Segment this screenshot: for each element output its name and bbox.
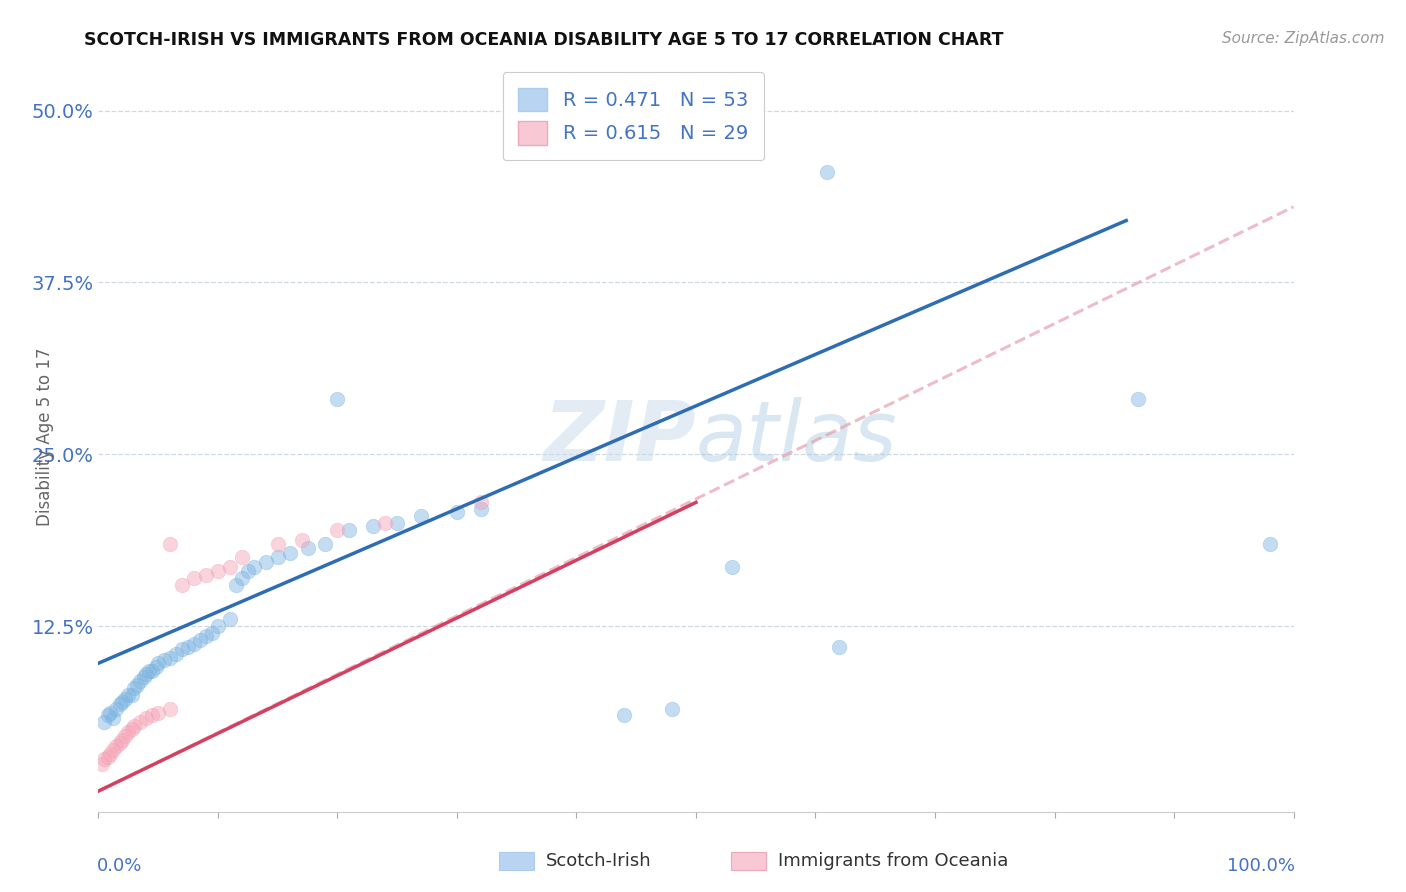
Point bbox=[121, 688, 143, 702]
Point bbox=[267, 550, 290, 565]
Point bbox=[254, 554, 277, 568]
Point bbox=[177, 640, 200, 654]
Point bbox=[219, 612, 242, 626]
Point bbox=[91, 756, 114, 771]
Text: ZIP: ZIP bbox=[543, 397, 696, 477]
Point bbox=[129, 715, 152, 730]
Point bbox=[125, 678, 148, 692]
Point bbox=[326, 523, 349, 537]
Point bbox=[97, 708, 120, 723]
Point bbox=[93, 752, 115, 766]
Point bbox=[195, 568, 218, 582]
Point bbox=[267, 536, 290, 550]
Point bbox=[114, 692, 136, 706]
Point bbox=[207, 564, 229, 578]
Text: Source: ZipAtlas.com: Source: ZipAtlas.com bbox=[1222, 31, 1385, 46]
Point bbox=[291, 533, 314, 547]
Point bbox=[108, 698, 131, 712]
Point bbox=[236, 564, 259, 578]
Point bbox=[207, 619, 229, 633]
Point bbox=[363, 518, 385, 533]
Point bbox=[411, 509, 433, 524]
Point bbox=[159, 536, 181, 550]
Point bbox=[101, 743, 124, 757]
Point bbox=[98, 706, 122, 720]
Legend: R = 0.471   N = 53, R = 0.615   N = 29: R = 0.471 N = 53, R = 0.615 N = 29 bbox=[502, 72, 763, 161]
Point bbox=[183, 571, 205, 585]
Point bbox=[470, 495, 492, 509]
Point bbox=[339, 523, 361, 537]
Point bbox=[201, 626, 224, 640]
Point bbox=[183, 637, 205, 651]
Point bbox=[135, 711, 157, 725]
Text: SCOTCH-IRISH VS IMMIGRANTS FROM OCEANIA DISABILITY AGE 5 TO 17 CORRELATION CHART: SCOTCH-IRISH VS IMMIGRANTS FROM OCEANIA … bbox=[84, 31, 1004, 49]
Point bbox=[148, 706, 170, 720]
Point bbox=[661, 701, 683, 715]
Point bbox=[188, 632, 211, 647]
Point bbox=[231, 550, 253, 565]
Point bbox=[815, 165, 838, 179]
Point bbox=[153, 653, 176, 667]
Point bbox=[446, 505, 468, 519]
Point bbox=[145, 660, 167, 674]
Text: Scotch-Irish: Scotch-Irish bbox=[546, 852, 651, 870]
Point bbox=[97, 749, 120, 764]
Point bbox=[108, 736, 131, 750]
Point bbox=[721, 560, 744, 574]
Point bbox=[121, 723, 143, 737]
Point bbox=[159, 650, 181, 665]
Point bbox=[297, 541, 319, 555]
Point bbox=[117, 725, 139, 739]
Point bbox=[828, 640, 851, 654]
Text: 100.0%: 100.0% bbox=[1226, 856, 1295, 875]
Point bbox=[101, 711, 124, 725]
Point bbox=[1258, 536, 1281, 550]
Point bbox=[105, 739, 128, 753]
Point bbox=[124, 719, 146, 733]
Text: 0.0%: 0.0% bbox=[97, 856, 142, 875]
Point bbox=[243, 560, 266, 574]
Point bbox=[159, 701, 181, 715]
Point bbox=[138, 665, 160, 679]
Point bbox=[278, 546, 301, 560]
Point bbox=[172, 642, 194, 657]
Point bbox=[129, 674, 152, 689]
Point bbox=[111, 695, 134, 709]
Point bbox=[141, 665, 163, 679]
Point bbox=[613, 708, 636, 723]
Point bbox=[1128, 392, 1150, 407]
Point bbox=[172, 578, 194, 592]
Point bbox=[231, 571, 253, 585]
Point bbox=[225, 578, 247, 592]
Point bbox=[374, 516, 396, 530]
Point bbox=[114, 729, 136, 743]
Text: Immigrants from Oceania: Immigrants from Oceania bbox=[778, 852, 1008, 870]
Point bbox=[315, 536, 337, 550]
Point bbox=[105, 701, 128, 715]
Point bbox=[326, 392, 349, 407]
Point bbox=[141, 708, 163, 723]
Point bbox=[165, 647, 187, 661]
Text: Disability Age 5 to 17: Disability Age 5 to 17 bbox=[35, 348, 53, 526]
Text: atlas: atlas bbox=[696, 397, 897, 477]
Point bbox=[132, 670, 155, 684]
Point bbox=[135, 667, 157, 681]
Point bbox=[148, 657, 170, 671]
Point bbox=[93, 715, 115, 730]
Point bbox=[385, 516, 409, 530]
Point bbox=[117, 688, 139, 702]
Point bbox=[124, 681, 146, 695]
Point bbox=[98, 747, 122, 761]
Point bbox=[111, 733, 134, 747]
Point bbox=[470, 502, 492, 516]
Point bbox=[219, 560, 242, 574]
Point bbox=[195, 629, 218, 643]
